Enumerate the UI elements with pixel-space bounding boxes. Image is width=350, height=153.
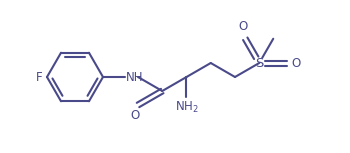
Text: NH: NH xyxy=(126,71,144,84)
Text: O: O xyxy=(238,20,248,33)
Text: O: O xyxy=(291,56,301,69)
Text: S: S xyxy=(255,56,264,69)
Text: O: O xyxy=(131,109,140,122)
Text: F: F xyxy=(35,71,42,84)
Text: NH$_2$: NH$_2$ xyxy=(175,100,198,115)
